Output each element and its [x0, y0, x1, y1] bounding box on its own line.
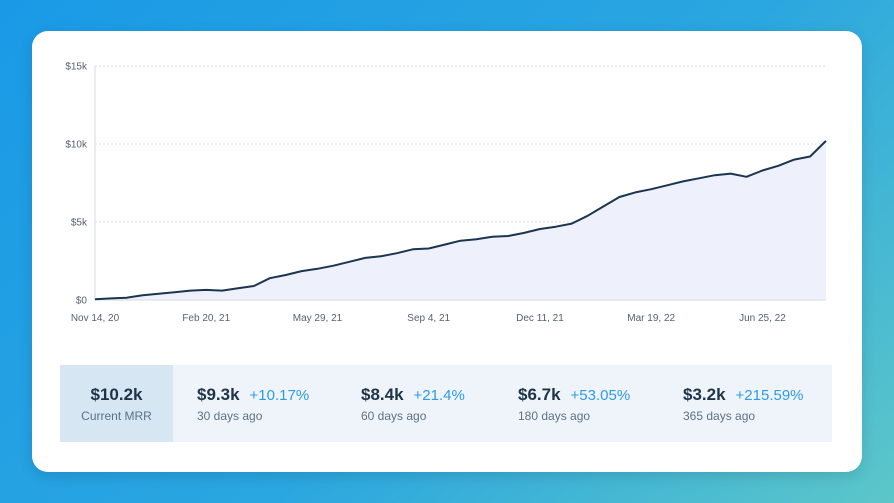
- x-tick-label: Nov 14, 20: [71, 313, 120, 324]
- stat-value: $8.4k: [361, 384, 404, 404]
- x-tick-label: Feb 20, 21: [182, 313, 230, 324]
- stat-value: $3.2k: [683, 384, 726, 404]
- x-tick-label: Dec 11, 21: [516, 313, 564, 324]
- stat-365-days: $3.2k +215.59% 365 days ago: [659, 365, 813, 442]
- mrr-chart: $15k $10k $5k $0 Nov 14, 20 Feb 20, 21 May 29,…: [65, 62, 827, 324]
- y-tick-label: $5k: [71, 218, 88, 229]
- stat-change: +10.17%: [249, 386, 310, 404]
- x-tick-label: May 29, 21: [293, 313, 343, 324]
- stat-label: 180 days ago: [518, 408, 591, 423]
- stat-label: 60 days ago: [361, 408, 427, 423]
- x-tick-label: Sep 4, 21: [407, 313, 450, 324]
- stat-30-days: $9.3k +10.17% 30 days ago: [173, 365, 337, 442]
- stat-change: +53.05%: [570, 386, 631, 404]
- stat-change: +215.59%: [735, 386, 804, 404]
- stat-change: +21.4%: [413, 386, 465, 404]
- current-mrr-value: $10.2k: [90, 384, 143, 404]
- mrr-summary-bar: $10.2k Current MRR $9.3k +10.17% 30 days…: [60, 365, 832, 442]
- stat-label: 30 days ago: [197, 408, 263, 423]
- stat-60-days: $8.4k +21.4% 60 days ago: [337, 365, 494, 442]
- mrr-card: $15k $10k $5k $0 Nov 14, 20 Feb 20, 21 May 29,…: [32, 31, 862, 472]
- area-fill: [95, 140, 826, 300]
- stat-180-days: $6.7k +53.05% 180 days ago: [494, 365, 659, 442]
- x-tick-label: Jun 25, 22: [739, 313, 786, 324]
- stat-value: $6.7k: [518, 384, 561, 404]
- mrr-series-line: [94, 140, 827, 301]
- stat-label: 365 days ago: [683, 408, 756, 423]
- stat-value: $9.3k: [197, 384, 240, 404]
- y-tick-label: $0: [76, 296, 88, 307]
- y-tick-label: $10k: [65, 140, 88, 151]
- current-mrr-stat: $10.2k Current MRR: [60, 365, 173, 442]
- y-tick-label: $15k: [65, 62, 88, 73]
- current-mrr-label: Current MRR: [81, 408, 152, 423]
- x-tick-label: Mar 19, 22: [627, 313, 675, 324]
